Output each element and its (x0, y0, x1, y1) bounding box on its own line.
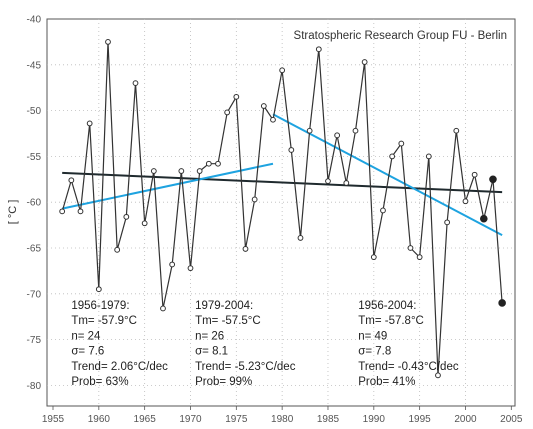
y-tick-label: -55 (27, 152, 42, 163)
data-point (306, 127, 313, 134)
data-point (407, 245, 414, 251)
data-point (325, 178, 331, 185)
x-tick-label: 1970 (179, 414, 202, 425)
axis-ticks: 1955 1960 1965 1970 1975 1980 1985 1990 1995 2000… (27, 15, 523, 426)
data-point (114, 246, 121, 253)
statistics-annotations: 1956-1979: Tm= -57.9°C n= 24 σ= 7.6 Trend= 2… (71, 300, 459, 388)
data-point (380, 207, 386, 214)
x-tick-label: 1985 (317, 414, 340, 425)
annotation-line: Prob= 41% (358, 376, 415, 388)
credit-text: Stratospheric Research Group FU - Berlin (294, 30, 507, 42)
temperature-series (59, 39, 506, 379)
annotation-line: Prob= 63% (71, 376, 128, 388)
data-point (315, 46, 322, 53)
annotation-line: σ= 8.1 (195, 346, 228, 358)
data-point (343, 180, 350, 186)
annotation-line: Prob= 99% (195, 376, 252, 388)
data-point (279, 67, 286, 74)
annotation-line: Tm= -57.8°C (358, 315, 424, 327)
annotation-line: Trend= -0.43°C/dec (358, 361, 459, 373)
annotation-line: 1956-1979: (71, 300, 129, 312)
x-tick-label: 1960 (88, 414, 111, 425)
data-point (288, 147, 295, 153)
annotation-line: n= 26 (195, 330, 224, 342)
data-point (59, 208, 66, 215)
data-point (68, 177, 75, 184)
data-point (260, 103, 267, 109)
x-tick-label: 1990 (363, 414, 386, 425)
x-tick-label: 1965 (134, 414, 157, 425)
data-point (389, 153, 396, 160)
data-point (416, 254, 423, 261)
annotation-line: Trend= -5.23°C/dec (195, 361, 296, 373)
data-point (123, 213, 130, 220)
x-tick-label: 1975 (225, 414, 248, 425)
data-point (196, 168, 203, 174)
data-point (242, 246, 249, 252)
highlighted-data-point (498, 299, 506, 307)
y-tick-label: -60 (27, 198, 42, 209)
data-point (95, 286, 102, 293)
period-trend-line (61, 162, 274, 210)
annotation-line: n= 49 (358, 330, 387, 342)
x-tick-label: 1980 (271, 414, 294, 425)
gridlines (47, 19, 515, 406)
data-point (435, 372, 441, 379)
y-tick-label: -80 (27, 381, 42, 392)
data-point (77, 208, 84, 215)
y-tick-label: -75 (27, 335, 42, 346)
data-point (187, 265, 194, 272)
data-point (361, 59, 368, 65)
y-tick-label: -70 (27, 289, 42, 300)
x-tick-label: 2005 (500, 414, 523, 425)
data-point (178, 168, 185, 174)
annotation-line: n= 24 (71, 330, 101, 342)
data-point (444, 219, 451, 226)
data-point (233, 93, 240, 100)
data-point (105, 39, 111, 45)
y-axis-label: [ °C ] (7, 200, 19, 225)
data-point (453, 127, 460, 134)
overall-trend-line (62, 171, 503, 194)
data-point (251, 196, 258, 203)
x-tick-label: 1955 (42, 414, 65, 425)
highlighted-data-point (480, 214, 488, 223)
data-point (86, 120, 93, 127)
data-point (132, 80, 139, 87)
annotation-line: Tm= -57.5°C (195, 315, 261, 327)
period-trend-line (272, 113, 503, 237)
y-tick-label: -50 (27, 106, 42, 117)
data-point (352, 127, 359, 134)
trend-lines (61, 113, 503, 237)
data-point (398, 140, 405, 147)
annotation-line: σ= 7.8 (358, 346, 391, 358)
annotation-line: 1956-2004: (358, 300, 416, 312)
data-point (297, 235, 304, 241)
y-tick-label: -45 (27, 60, 42, 71)
data-point (141, 220, 148, 227)
x-tick-label: 2000 (454, 414, 477, 425)
annotation-line: Tm= -57.9°C (71, 315, 137, 327)
annotation-line: σ= 7.6 (71, 346, 104, 358)
data-point (370, 254, 377, 261)
data-point (270, 116, 276, 123)
data-point (205, 160, 212, 167)
data-point (169, 261, 176, 268)
data-point (462, 198, 469, 205)
data-point (215, 160, 221, 167)
annotation-line: Trend= 2.06°C/dec (71, 361, 168, 373)
x-tick-label: 1995 (409, 414, 432, 425)
data-point (150, 168, 157, 174)
data-point (425, 153, 432, 160)
y-tick-label: -40 (27, 15, 42, 26)
annotation-line: 1979-2004: (195, 300, 253, 312)
data-point (160, 305, 166, 312)
data-point (224, 109, 231, 116)
highlighted-data-point (489, 175, 497, 184)
data-point (471, 171, 478, 178)
data-point (334, 132, 341, 139)
y-tick-label: -65 (27, 244, 42, 255)
